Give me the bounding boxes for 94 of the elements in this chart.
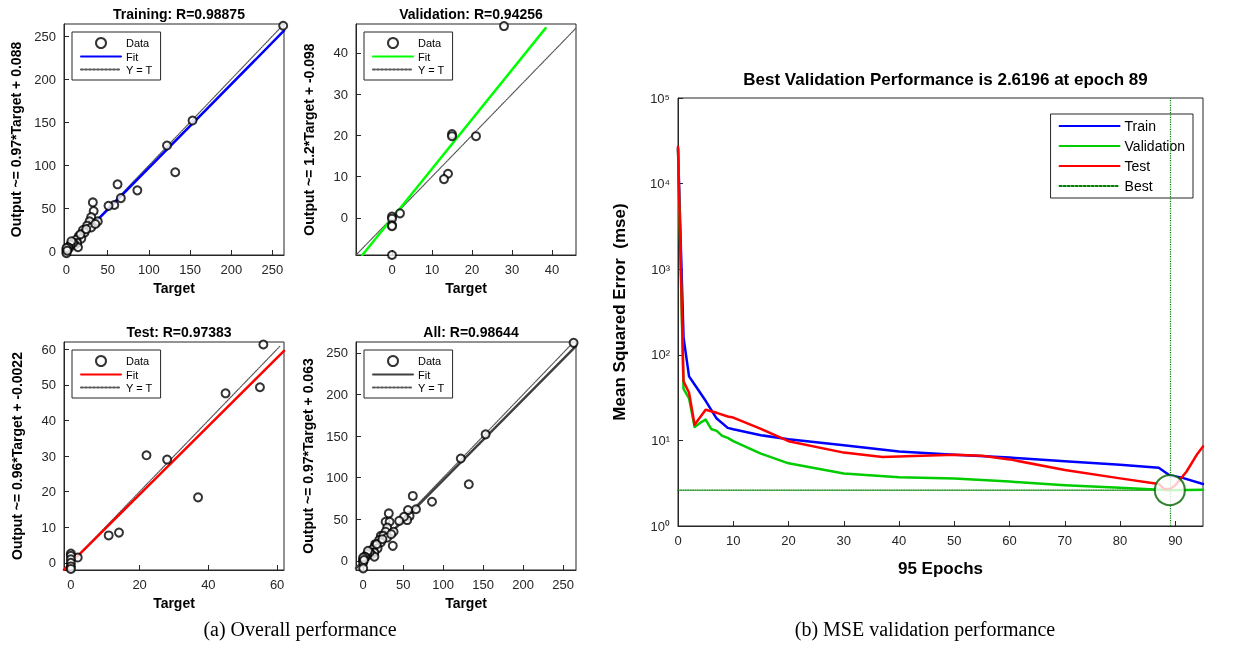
x-tick-label: 20 xyxy=(781,533,796,548)
x-axis-title: Target xyxy=(153,595,196,611)
legend-label: Validation xyxy=(1124,138,1185,154)
x-tick-label: 150 xyxy=(179,262,201,277)
y-tick-label: 0 xyxy=(340,210,348,226)
y-tick-label: 10¹ xyxy=(651,432,671,448)
y-tick-label: 30 xyxy=(41,448,56,464)
y-tick-label: 20 xyxy=(333,127,348,143)
legend-label: Y = T xyxy=(418,63,445,76)
text: (b) MSE validation performance xyxy=(793,618,1057,641)
legend-label: Fit xyxy=(126,368,139,381)
x-tick-label: 0 xyxy=(388,262,396,277)
legend-label: Data xyxy=(418,37,443,49)
y-tick-label: 50 xyxy=(41,377,56,393)
x-tick-label: 100 xyxy=(432,577,455,592)
y-tick-label: 60 xyxy=(41,341,56,357)
x-tick-label: 10 xyxy=(726,533,741,548)
y-tick-label: 50 xyxy=(333,511,348,527)
x-tick-label: 0 xyxy=(67,577,75,592)
y-tick-label: 10⁵ xyxy=(650,90,670,106)
legend-label: Data xyxy=(126,37,151,49)
legend-label: Data xyxy=(126,355,151,367)
y-axis-title: Output ~= 0.97*Target + 0.063 xyxy=(300,358,317,554)
legend-label: Fit xyxy=(126,50,139,63)
y-tick-label: 250 xyxy=(34,28,56,44)
y-tick-label: 0 xyxy=(340,553,348,569)
x-tick-label: 40 xyxy=(544,262,560,277)
x-tick-label: 80 xyxy=(1112,533,1128,548)
y-tick-label: 200 xyxy=(326,386,348,402)
legend-label: Fit xyxy=(418,368,431,381)
x-tick-label: 250 xyxy=(261,262,284,277)
legend-label: Fit xyxy=(418,50,431,63)
x-tick-label: 20 xyxy=(132,577,147,592)
y-axis-title: Mean Squared Error (mse) xyxy=(610,203,629,421)
x-tick-label: 70 xyxy=(1057,533,1073,548)
y-tick-label: 200 xyxy=(34,71,56,87)
legend-label: Train xyxy=(1124,118,1156,134)
y-tick-label: 10⁴ xyxy=(649,176,670,192)
x-tick-label: 60 xyxy=(269,577,285,592)
x-tick-label: 0 xyxy=(62,262,71,277)
y-tick-label: 50 xyxy=(41,200,56,216)
x-tick-label: 50 xyxy=(100,262,115,277)
y-tick-label: 10² xyxy=(651,347,671,363)
x-tick-label: 40 xyxy=(891,533,907,548)
text: (a) Overall performance xyxy=(202,618,398,641)
y-tick-label: 0 xyxy=(48,244,56,260)
x-tick-label: 50 xyxy=(947,533,962,548)
y-axis-title: Output ~= 0.97*Target + 0.088 xyxy=(8,41,25,238)
x-tick-label: 20 xyxy=(464,262,480,277)
y-tick-label: 150 xyxy=(34,114,56,130)
y-tick-label: 40 xyxy=(41,412,56,428)
x-axis-title: Target xyxy=(153,280,196,296)
chart-title: Best Validation Performance is 2.6196 at epoch 89 xyxy=(743,70,1148,89)
y-tick-label: 10 xyxy=(41,519,56,535)
x-tick-label: 10 xyxy=(424,262,440,277)
y-tick-label: 20 xyxy=(41,484,56,500)
y-tick-label: 150 xyxy=(326,428,348,444)
legend-label: Data xyxy=(418,355,443,367)
legend-label: Y = T xyxy=(418,381,445,394)
y-axis-title: Output ~= 1.2*Target + -0.098 xyxy=(301,43,317,236)
legend-label: Y = T xyxy=(126,381,153,394)
chart-title: Training: R=0.98875 xyxy=(113,6,246,22)
chart-title: All: R=0.98644 xyxy=(423,324,519,340)
x-tick-label: 250 xyxy=(552,577,575,592)
x-tick-label: 0 xyxy=(359,577,367,592)
y-tick-label: 40 xyxy=(333,45,348,61)
y-tick-label: 10 xyxy=(333,169,348,185)
y-tick-label: 0 xyxy=(48,555,56,571)
x-tick-label: 200 xyxy=(220,262,243,277)
x-tick-label: 60 xyxy=(1002,533,1017,548)
x-tick-label: 200 xyxy=(512,577,535,592)
y-axis-title: Output ~= 0.96*Target + -0.0022 xyxy=(9,351,25,560)
y-tick-label: 30 xyxy=(333,86,348,102)
x-axis-title: Target xyxy=(445,280,488,296)
x-tick-label: 40 xyxy=(201,577,216,592)
x-tick-label: 50 xyxy=(395,577,411,592)
x-axis-title: 95 Epochs xyxy=(897,559,984,578)
chart-title: Validation: R=0.94256 xyxy=(399,6,543,22)
x-tick-label: 30 xyxy=(836,533,852,548)
y-tick-label: 250 xyxy=(326,345,348,361)
y-tick-label: 100 xyxy=(326,470,348,486)
x-tick-label: 30 xyxy=(504,262,520,277)
legend-label: Y = T xyxy=(126,63,153,76)
legend-label: Test xyxy=(1124,158,1151,174)
x-tick-label: 150 xyxy=(472,577,495,592)
chart-title: Test: R=0.97383 xyxy=(126,324,232,340)
y-tick-label: 100 xyxy=(34,157,56,173)
legend-label: Best xyxy=(1124,178,1153,194)
x-tick-label: 90 xyxy=(1168,533,1183,548)
x-tick-label: 0 xyxy=(674,533,682,548)
y-tick-label: 10⁰ xyxy=(650,518,670,534)
x-tick-label: 100 xyxy=(138,262,160,277)
x-axis-title: Target xyxy=(445,595,488,611)
y-tick-label: 10³ xyxy=(651,261,671,277)
